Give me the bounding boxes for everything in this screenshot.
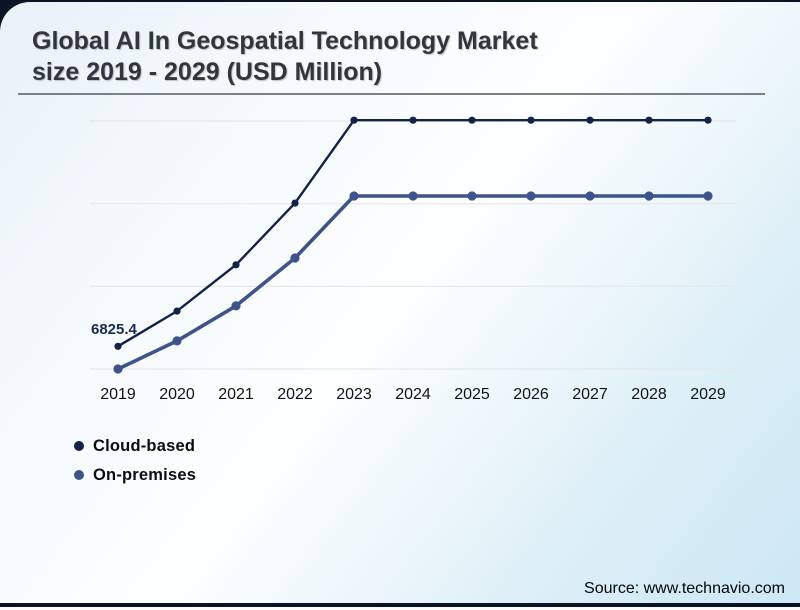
data-point-cloud-based: [704, 116, 712, 124]
chart-title-line-1: Global AI In Geospatial Technology Marke…: [32, 27, 538, 55]
data-point-cloud-based: [409, 116, 417, 124]
data-point-on-premises: [644, 191, 654, 201]
chart-legend: Cloud-based On-premises: [74, 435, 196, 493]
data-point-on-premises: [349, 191, 359, 201]
x-axis-label: 2020: [159, 386, 195, 403]
x-axis-label: 2021: [218, 386, 254, 403]
data-label-cloud-2019: 6825.4: [91, 321, 137, 338]
data-point-on-premises: [290, 253, 300, 263]
data-point-cloud-based: [173, 307, 181, 315]
chart-title: Global AI In Geospatial Technology Marke…: [32, 26, 672, 88]
x-axis-label: 2024: [395, 386, 431, 403]
data-point-on-premises: [231, 301, 241, 311]
data-point-on-premises: [172, 336, 182, 346]
legend-marker-icon: [74, 441, 84, 451]
bottom-white-strip: [0, 607, 800, 610]
data-point-cloud-based: [586, 116, 594, 124]
x-axis-label: 2028: [631, 386, 667, 403]
title-divider: [18, 93, 765, 95]
data-point-on-premises: [526, 191, 536, 201]
data-point-cloud-based: [291, 199, 299, 207]
data-point-cloud-based: [350, 116, 358, 124]
chart-title-line-2: size 2019 - 2029 (USD Million): [32, 58, 383, 86]
x-axis-label: 2022: [277, 386, 313, 403]
data-point-cloud-based: [468, 116, 476, 124]
data-point-on-premises: [703, 191, 713, 201]
series-line-on-premises: [117, 194, 708, 371]
legend-label: On-premises: [93, 465, 197, 484]
series-line-cloud-based: [117, 118, 708, 348]
data-point-cloud-based: [232, 261, 240, 269]
legend-item-cloud-based[interactable]: Cloud-based: [74, 435, 196, 457]
source-attribution: Source: www.technavio.com: [584, 580, 785, 597]
legend-item-on-premises[interactable]: On-premises: [74, 464, 196, 486]
x-axis-label: 2023: [336, 386, 372, 403]
x-axis-label: 2026: [513, 386, 549, 403]
x-axis-label: 2029: [690, 386, 726, 403]
x-axis-label: 2027: [572, 386, 608, 403]
data-point-on-premises: [113, 364, 123, 374]
x-axis-label: 2019: [100, 386, 136, 403]
x-axis-label: 2025: [454, 386, 490, 403]
x-axis: 2019 2020 2021 2022 2023 2024 2025 2026 2027 2028…: [0, 386, 800, 406]
data-point-on-premises: [467, 191, 477, 201]
legend-marker-icon: [74, 470, 84, 480]
legend-label: Cloud-based: [93, 436, 196, 455]
data-point-on-premises: [585, 191, 595, 201]
data-point-cloud-based: [527, 116, 535, 124]
data-point-cloud-based: [114, 342, 122, 350]
data-point-cloud-based: [645, 116, 653, 124]
data-point-on-premises: [408, 191, 418, 201]
